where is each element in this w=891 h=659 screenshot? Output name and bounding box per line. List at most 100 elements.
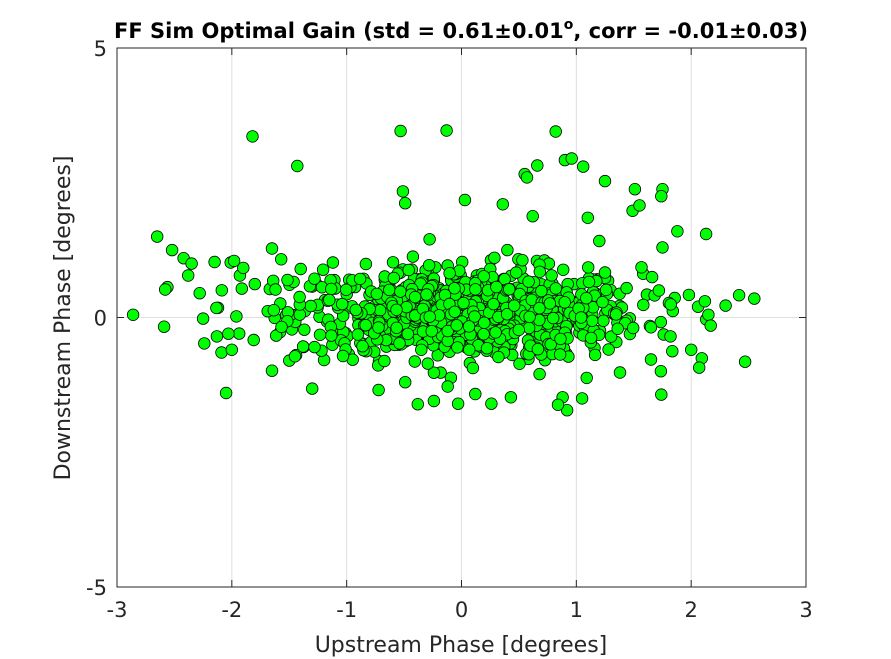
data-point (406, 250, 420, 263)
data-point (232, 327, 246, 340)
data-point (531, 159, 544, 172)
data-point (349, 303, 363, 317)
data-point (553, 348, 567, 361)
data-point (580, 292, 593, 305)
data-point (402, 263, 415, 277)
data-point (230, 310, 243, 323)
data-point (323, 293, 336, 307)
data-point (602, 343, 615, 356)
data-point (466, 361, 480, 375)
data-point (477, 328, 490, 341)
data-point (235, 282, 249, 295)
data-point (351, 328, 365, 341)
data-point (408, 290, 422, 304)
data-point (325, 329, 338, 342)
tick-marks (116, 47, 807, 588)
y-tick-label: -5 (86, 576, 107, 600)
data-point (359, 319, 372, 332)
data-point (227, 254, 241, 268)
data-point (215, 346, 228, 359)
data-point (423, 233, 436, 246)
data-point (441, 324, 454, 338)
data-point (340, 283, 353, 297)
data-point (611, 322, 624, 336)
data-point (356, 340, 369, 353)
y-axis-label: Downstream Phase [degrees] (51, 156, 76, 481)
data-point (193, 287, 206, 300)
x-tick-label: 1 (570, 598, 583, 622)
data-point (308, 272, 321, 285)
data-point (288, 350, 302, 363)
data-point (489, 326, 502, 339)
data-point (547, 311, 560, 325)
data-point (185, 257, 198, 270)
y-tick-label: 5 (94, 37, 107, 61)
data-point (423, 310, 436, 323)
chart-title-main: FF Sim Optimal Gain (std = 0.61±0.01 (114, 19, 564, 43)
data-point (326, 256, 340, 269)
data-point (247, 333, 260, 347)
data-point (596, 295, 609, 309)
data-point (457, 296, 470, 310)
data-point (394, 124, 407, 138)
data-point (543, 297, 557, 310)
data-point (496, 198, 510, 211)
data-point (526, 209, 539, 223)
data-point (671, 225, 684, 238)
data-point (490, 280, 503, 294)
data-point (485, 397, 498, 410)
data-point (655, 388, 668, 401)
data-point (336, 297, 349, 311)
data-point (373, 304, 387, 317)
data-point (685, 343, 698, 357)
data-point (581, 211, 595, 225)
data-point (248, 277, 262, 291)
data-point (598, 266, 612, 279)
data-point (462, 320, 476, 333)
data-point (635, 261, 648, 274)
data-point (477, 270, 491, 283)
data-point (421, 357, 435, 370)
data-point (198, 337, 211, 350)
x-tick-label: -1 (336, 598, 357, 622)
data-point (316, 263, 330, 276)
data-point (325, 282, 338, 296)
data-point (732, 289, 746, 302)
data-point (294, 262, 307, 276)
data-point (215, 284, 229, 297)
x-tick-label: 3 (799, 598, 812, 622)
data-point (372, 321, 385, 334)
data-point (370, 287, 384, 301)
data-point (304, 299, 317, 313)
data-point (533, 367, 546, 381)
data-point (533, 265, 547, 279)
data-point (298, 323, 311, 336)
data-point (126, 308, 140, 322)
data-point (359, 257, 373, 271)
data-point (613, 366, 627, 379)
data-point (308, 340, 321, 354)
data-point (440, 124, 453, 137)
data-point (560, 404, 574, 417)
data-point (487, 297, 500, 311)
data-point (275, 320, 288, 334)
data-point (246, 130, 259, 143)
data-point (656, 241, 669, 254)
data-point (222, 327, 235, 340)
data-point (588, 348, 602, 362)
data-point (565, 152, 578, 165)
chart-title: FF Sim Optimal Gain (std = 0.61±0.01o, c… (114, 17, 808, 43)
data-point (157, 320, 171, 333)
data-point (488, 251, 501, 264)
data-point (399, 376, 412, 389)
data-point (522, 321, 536, 335)
data-point (448, 305, 461, 319)
data-point (372, 383, 385, 397)
data-point (399, 196, 412, 210)
data-point (158, 283, 172, 296)
data-point (265, 364, 279, 377)
data-point (336, 349, 350, 363)
data-point (401, 327, 415, 341)
data-point (503, 283, 516, 296)
